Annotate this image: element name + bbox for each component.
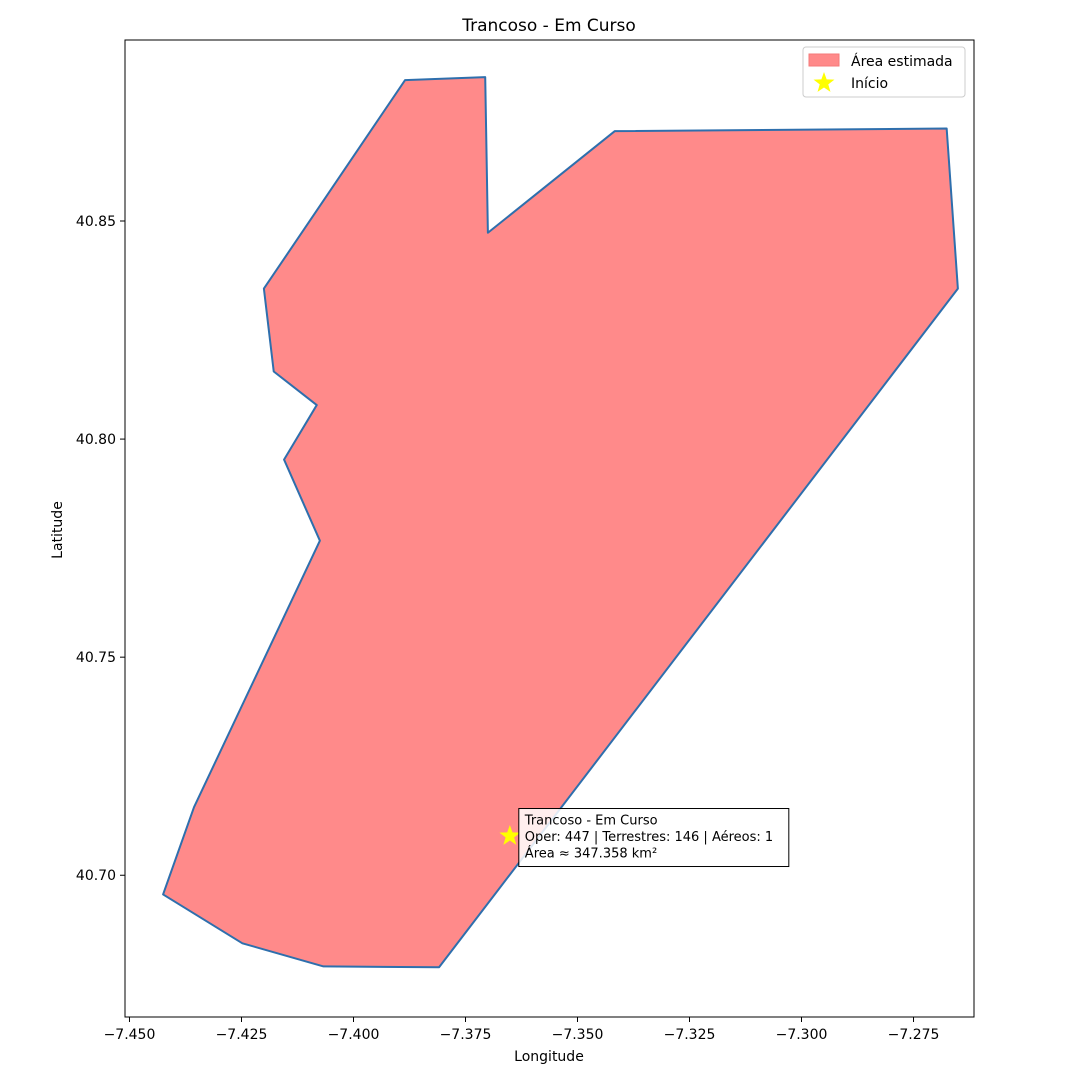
x-tick-label: −7.375 (440, 1027, 492, 1043)
annotation-line: Área ≈ 347.358 km² (525, 846, 657, 862)
y-tick-label: 40.85 (76, 214, 116, 230)
y-axis-label: Latitude (50, 501, 66, 559)
plot-frame (124, 39, 975, 1018)
y-tick-label: 40.80 (76, 432, 116, 448)
chart-title: Trancoso - Em Curso (461, 16, 636, 36)
plot-area (162, 76, 959, 969)
area-polygon (162, 76, 959, 969)
x-axis-label: Longitude (514, 1049, 584, 1065)
legend-label-area: Área estimada (851, 53, 953, 70)
x-tick-label: −7.275 (888, 1027, 940, 1043)
x-tick-label: −7.350 (552, 1027, 604, 1043)
y-axis: 40.70 40.75 40.80 40.85 (76, 214, 125, 884)
start-marker (499, 824, 521, 845)
annotation-line: Oper: 447 | Terrestres: 146 | Aéreos: 1 (525, 830, 773, 845)
x-tick-label: −7.425 (216, 1027, 268, 1043)
annotation-frame (518, 808, 790, 868)
legend-marker-start (813, 72, 835, 92)
x-tick-label: −7.450 (104, 1027, 156, 1043)
x-tick-label: −7.300 (776, 1027, 828, 1043)
x-tick-label: −7.325 (664, 1027, 716, 1043)
x-tick-label: −7.400 (328, 1027, 380, 1043)
legend-swatch-area (808, 53, 840, 67)
annotation-line: Trancoso - Em Curso (524, 814, 658, 829)
legend-label-start: Início (851, 76, 888, 92)
legend: Área estimada Início (802, 46, 966, 98)
legend-frame (802, 46, 966, 98)
y-tick-label: 40.75 (76, 650, 116, 666)
y-tick-label: 40.70 (76, 868, 116, 884)
x-axis: −7.450 −7.425 −7.400 −7.375 −7.350 −7.325 −7.3… (104, 1017, 940, 1043)
